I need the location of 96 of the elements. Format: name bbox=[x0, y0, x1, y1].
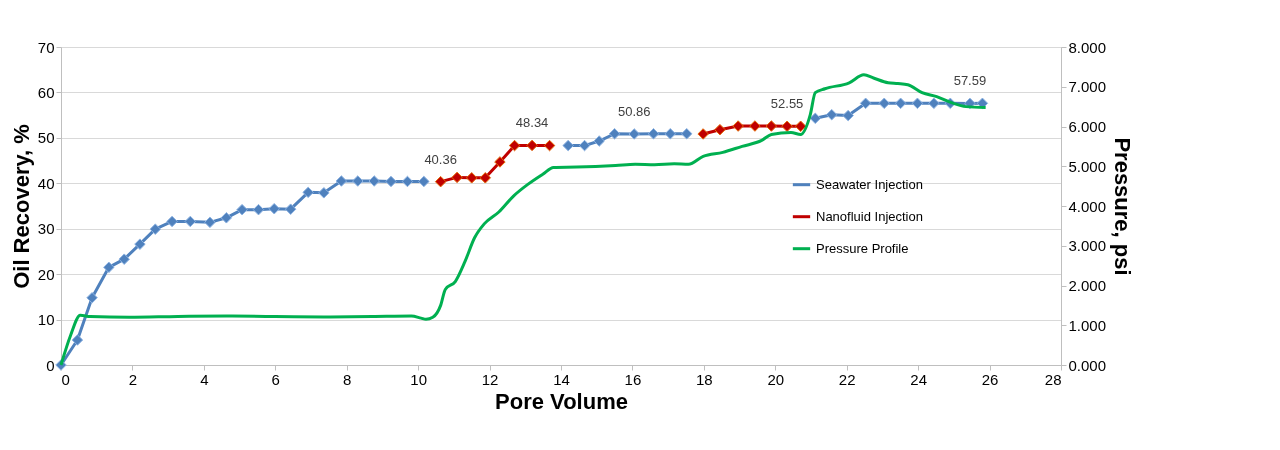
y-tick-label: 30 bbox=[37, 220, 55, 238]
point bbox=[86, 292, 98, 304]
point bbox=[842, 109, 854, 122]
point bbox=[401, 175, 414, 188]
point bbox=[335, 175, 348, 187]
annotation: 40.36 bbox=[424, 151, 457, 167]
point bbox=[451, 171, 463, 184]
point bbox=[302, 186, 314, 199]
y-tick-label: 50 bbox=[37, 129, 55, 147]
legend-label: Pressure Profile bbox=[816, 240, 909, 256]
point bbox=[103, 261, 115, 274]
y-tick-label: 70 bbox=[37, 38, 55, 56]
x-tick-label: 24 bbox=[910, 370, 927, 388]
x-tick-label: 8 bbox=[343, 370, 352, 388]
point bbox=[385, 175, 397, 188]
y-tick-label: 0 bbox=[46, 356, 55, 374]
x-tick-label: 22 bbox=[838, 370, 856, 388]
y2-tick-label: 0.000 bbox=[1068, 356, 1107, 374]
y2-tick-label: 7.000 bbox=[1068, 78, 1107, 96]
point bbox=[71, 334, 84, 346]
point bbox=[680, 128, 693, 140]
point bbox=[543, 139, 556, 152]
point bbox=[765, 120, 778, 132]
y2-tick-label: 1.000 bbox=[1068, 316, 1107, 334]
x-tick-label: 2 bbox=[128, 370, 138, 388]
y-tick-label: 40 bbox=[37, 174, 55, 192]
point bbox=[628, 128, 640, 140]
point bbox=[284, 203, 297, 215]
point bbox=[184, 215, 197, 228]
x-tick-label: 0 bbox=[61, 370, 70, 388]
legend-label: Seawater Injection bbox=[816, 176, 923, 192]
y-axis-title: Oil Recovery, % bbox=[8, 124, 34, 289]
point bbox=[526, 139, 538, 152]
point bbox=[479, 172, 492, 184]
x-axis-title: Pore Volume bbox=[495, 388, 628, 414]
point bbox=[781, 120, 793, 133]
point bbox=[149, 223, 162, 235]
point bbox=[465, 172, 478, 184]
point bbox=[220, 212, 233, 224]
x-tick-label: 26 bbox=[981, 370, 999, 388]
point bbox=[118, 253, 130, 265]
x-tick-label: 28 bbox=[1044, 370, 1062, 388]
point bbox=[562, 139, 574, 152]
point bbox=[749, 120, 761, 132]
point bbox=[508, 139, 521, 152]
y2-tick-label: 5.000 bbox=[1068, 157, 1107, 175]
x-tick-label: 6 bbox=[271, 370, 280, 388]
y-tick-label: 60 bbox=[37, 83, 55, 101]
annotation: 57.59 bbox=[953, 73, 987, 89]
point bbox=[809, 112, 822, 125]
annotation: 52.55 bbox=[770, 96, 804, 112]
point bbox=[434, 175, 447, 188]
point bbox=[794, 120, 807, 133]
x-tick-label: 16 bbox=[624, 370, 642, 388]
x-tick-label: 12 bbox=[481, 370, 499, 388]
point bbox=[204, 216, 216, 229]
point bbox=[928, 97, 940, 110]
point bbox=[494, 156, 506, 168]
y2-tick-label: 3.000 bbox=[1068, 237, 1107, 255]
point bbox=[647, 128, 660, 140]
legend-label: Nanofluid Injection bbox=[816, 208, 923, 224]
point bbox=[252, 203, 265, 216]
y2-tick-label: 4.000 bbox=[1068, 197, 1107, 215]
y2-tick-label: 6.000 bbox=[1068, 118, 1107, 135]
point bbox=[859, 97, 872, 110]
annotation: 48.34 bbox=[515, 115, 549, 131]
point bbox=[352, 175, 364, 187]
point bbox=[418, 175, 430, 188]
point bbox=[894, 97, 907, 110]
point bbox=[166, 215, 178, 228]
y-tick-label: 20 bbox=[37, 265, 55, 283]
x-tick-label: 14 bbox=[553, 370, 570, 388]
y2-tick-label: 2.000 bbox=[1068, 277, 1107, 294]
x-tick-label: 10 bbox=[410, 370, 427, 388]
point bbox=[593, 135, 605, 147]
x-tick-label: 4 bbox=[200, 370, 209, 388]
point bbox=[714, 123, 726, 136]
y2-tick-label: 8.000 bbox=[1068, 38, 1107, 56]
point bbox=[318, 187, 330, 199]
point bbox=[236, 203, 248, 216]
x-tick-label: 18 bbox=[696, 370, 713, 388]
point bbox=[664, 128, 677, 140]
point bbox=[732, 120, 744, 132]
y2-axis-title: Pressure, psi bbox=[1110, 137, 1136, 276]
point bbox=[368, 175, 380, 187]
annotation: 50.86 bbox=[617, 103, 651, 119]
point bbox=[911, 97, 924, 110]
point bbox=[268, 202, 280, 215]
point bbox=[578, 139, 591, 152]
y-tick-label: 10 bbox=[37, 311, 55, 329]
point bbox=[878, 97, 890, 110]
point bbox=[608, 128, 621, 140]
point bbox=[697, 128, 709, 140]
point bbox=[134, 238, 146, 250]
x-tick-label: 20 bbox=[767, 370, 785, 388]
point bbox=[825, 108, 838, 121]
